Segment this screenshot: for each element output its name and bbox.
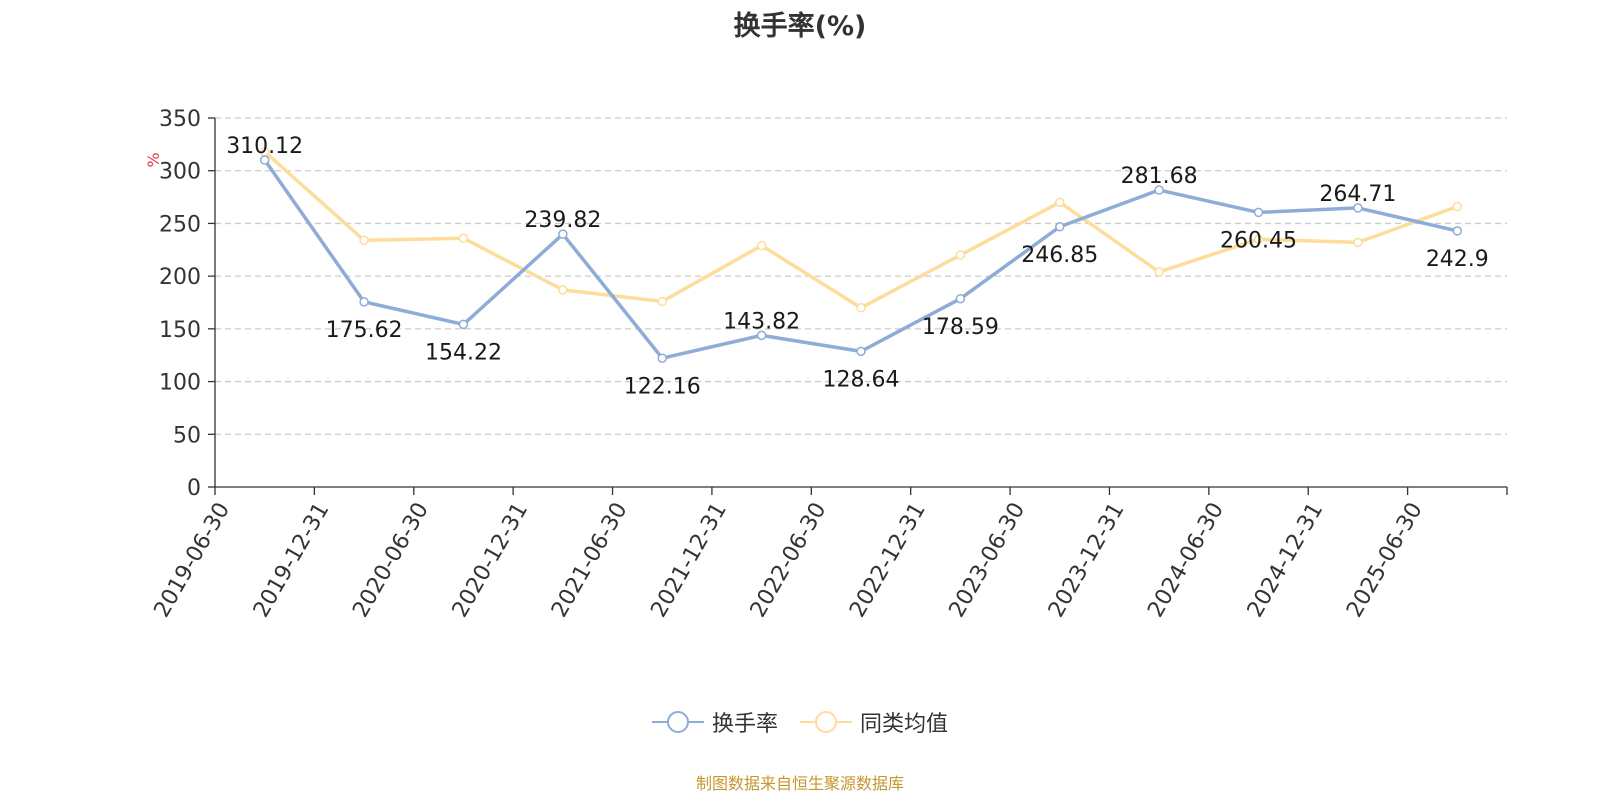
data-point-peer-average xyxy=(558,285,568,295)
x-tick-label: 2024-06-30 xyxy=(1143,499,1229,622)
data-label: 143.82 xyxy=(723,309,800,334)
data-label: 281.68 xyxy=(1121,164,1198,189)
data-point-peer-average xyxy=(1253,234,1264,244)
legend-label-peer-average: 同类均值 xyxy=(860,712,949,737)
data-point-turnover xyxy=(458,319,469,330)
x-tick-label: 2019-06-30 xyxy=(150,499,236,622)
data-point-peer-average xyxy=(359,235,369,246)
data-label: 242.9 xyxy=(1426,247,1489,272)
y-tick-label: 200 xyxy=(159,265,201,290)
data-label: 246.85 xyxy=(1021,243,1098,268)
x-tick-label: 2023-06-30 xyxy=(945,499,1031,622)
legend: 换手率 同类均值 xyxy=(0,706,1600,738)
x-tick-label: 2024-12-31 xyxy=(1243,499,1329,622)
data-label: 239.82 xyxy=(524,208,601,233)
x-tick-label: 2020-06-30 xyxy=(348,499,434,622)
y-tick-label: 250 xyxy=(159,212,201,237)
legend-turnover-marker-icon xyxy=(651,711,704,733)
x-tick-label: 2019-12-31 xyxy=(249,499,335,622)
y-tick-label: 350 xyxy=(159,107,201,132)
y-tick-label: 50 xyxy=(173,423,201,448)
x-tick-label: 2025-06-30 xyxy=(1342,499,1428,622)
data-point-peer-average xyxy=(856,303,866,313)
legend-peer-average-marker-icon xyxy=(800,711,852,733)
data-point-turnover xyxy=(259,155,270,165)
data-point-turnover xyxy=(1353,203,1363,213)
data-point-turnover xyxy=(1452,226,1463,236)
x-tick-label: 2023-12-31 xyxy=(1044,499,1130,622)
data-point-turnover xyxy=(359,297,369,307)
data-point-turnover xyxy=(1055,221,1065,232)
data-label: 128.64 xyxy=(823,368,900,393)
data-label: 260.45 xyxy=(1220,229,1297,254)
source-note: 制图数据来自恒生聚源数据库 xyxy=(695,774,904,793)
data-point-turnover xyxy=(558,229,568,239)
data-point-peer-average xyxy=(955,250,966,260)
data-point-peer-average xyxy=(1353,237,1363,248)
x-tick-label: 2021-06-30 xyxy=(547,499,633,622)
chart-title: 换手率(%) xyxy=(733,11,867,42)
data-label: 154.22 xyxy=(425,341,502,366)
data-point-peer-average xyxy=(1055,197,1065,208)
x-tick-label: 2021-12-31 xyxy=(646,499,732,622)
data-point-turnover xyxy=(1253,207,1264,218)
y-tick-label: 0 xyxy=(187,476,201,501)
data-point-turnover xyxy=(657,353,667,363)
data-point-peer-average xyxy=(458,233,469,243)
y-tick-label: 300 xyxy=(159,160,201,185)
data-point-peer-average xyxy=(1154,267,1164,277)
data-label: 175.62 xyxy=(326,318,403,343)
data-point-turnover xyxy=(856,346,866,357)
data-label: 178.59 xyxy=(922,315,999,340)
legend-item-turnover[interactable]: 换手率 xyxy=(651,706,778,738)
data-label: 264.71 xyxy=(1319,182,1396,207)
data-label: 310.12 xyxy=(226,134,303,159)
data-point-turnover xyxy=(955,293,966,304)
data-point-turnover xyxy=(1154,185,1164,195)
x-tick-label: 2022-06-30 xyxy=(746,499,832,622)
data-point-peer-average xyxy=(756,240,767,251)
x-tick-label: 2020-12-31 xyxy=(448,499,534,622)
y-tick-label: 100 xyxy=(159,371,201,396)
data-point-peer-average xyxy=(1452,201,1463,212)
x-tick-label: 2022-12-31 xyxy=(845,499,931,622)
y-tick-label: 150 xyxy=(159,318,201,343)
data-point-turnover xyxy=(756,330,767,341)
legend-label-turnover: 换手率 xyxy=(711,712,778,737)
data-point-peer-average xyxy=(657,296,667,307)
y-axis-label: % xyxy=(144,152,163,167)
legend-item-peer-average[interactable]: 同类均值 xyxy=(800,706,948,738)
data-label: 122.16 xyxy=(624,374,701,399)
